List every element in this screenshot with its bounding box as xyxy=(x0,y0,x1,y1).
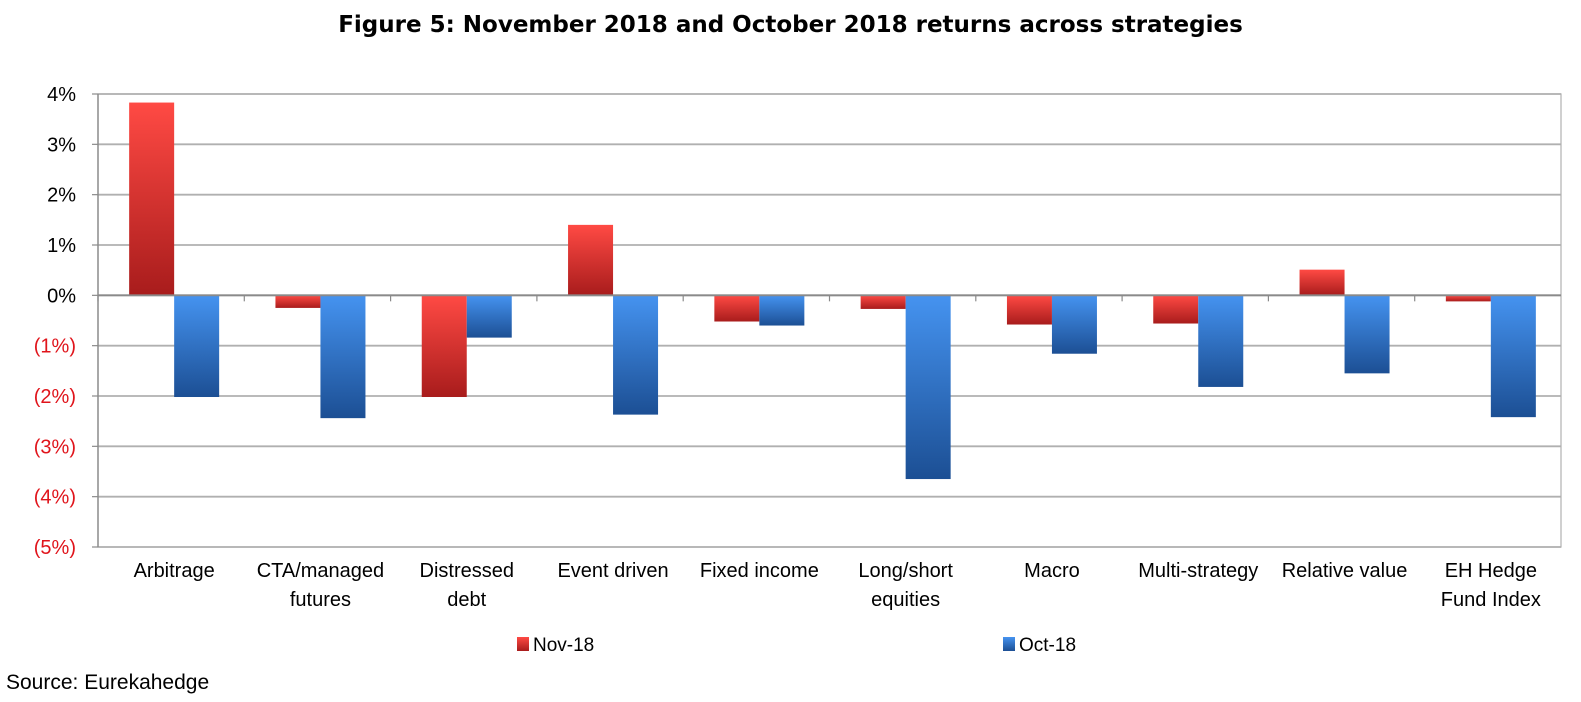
bar-nov-18 xyxy=(714,295,760,322)
bar-oct-18 xyxy=(905,295,951,480)
bar-oct-18 xyxy=(466,295,512,338)
gridlines xyxy=(97,93,1562,548)
x-tick-label-line: Event driven xyxy=(557,560,668,582)
x-tick-label-line: Fund Index xyxy=(1441,589,1541,611)
x-tick-label-line: Arbitrage xyxy=(134,560,215,582)
y-tick-label: (2%) xyxy=(34,386,76,408)
bar-nov-18 xyxy=(275,295,321,308)
y-tick-label: (3%) xyxy=(34,436,76,458)
x-tick-label: EH Hedge Fund Index xyxy=(1441,560,1541,611)
bar-nov-18 xyxy=(568,224,614,296)
x-tick-label-line: CTA/managed xyxy=(257,560,384,582)
x-tick-label-line: Multi-strategy xyxy=(1138,560,1258,582)
y-tick-label: (1%) xyxy=(34,336,76,358)
y-tick-label: (5%) xyxy=(34,537,76,559)
legend-label: Oct-18 xyxy=(1019,635,1076,656)
bar-nov-18 xyxy=(1299,269,1345,296)
y-axis: 4% 3% 2% 1% 0% (1%) (2%) (3%) (4%) (5%) xyxy=(34,84,99,559)
bar-oct-18 xyxy=(1051,295,1097,354)
x-tick-label: CTA/managed futures xyxy=(257,560,384,611)
legend: Nov-18 Oct-18 xyxy=(517,635,1076,656)
x-tick-label-line: Relative value xyxy=(1282,560,1408,582)
bar-oct-18 xyxy=(320,295,366,419)
y-tick-label: 1% xyxy=(47,235,76,257)
x-tick-label: Event driven xyxy=(557,560,668,582)
bar-nov-18 xyxy=(129,102,175,296)
legend-label: Nov-18 xyxy=(533,635,594,656)
legend-swatch-nov-18 xyxy=(517,637,529,651)
x-tick-label: Fixed income xyxy=(700,560,819,582)
x-tick-label-line: equities xyxy=(871,589,940,611)
bar-oct-18 xyxy=(1198,295,1244,387)
x-tick-label-line: Distressed xyxy=(420,560,514,582)
x-tick-label-line: futures xyxy=(290,589,351,611)
bar-oct-18 xyxy=(1344,295,1390,374)
chart-title: Figure 5: November 2018 and October 2018… xyxy=(338,12,1243,38)
x-tick-label: Multi-strategy xyxy=(1138,560,1258,582)
bar-nov-18 xyxy=(1153,295,1199,324)
x-tick-label: Long/short equities xyxy=(858,560,953,611)
plot-area xyxy=(97,93,1562,548)
x-tick-label: Arbitrage xyxy=(134,560,215,582)
x-tick-label-line: EH Hedge xyxy=(1445,560,1537,582)
x-tick-label-line: Fixed income xyxy=(700,560,819,582)
bar-oct-18 xyxy=(1490,295,1536,418)
bar-oct-18 xyxy=(759,295,805,326)
x-tick-label: Relative value xyxy=(1282,560,1408,582)
y-tick-label: 0% xyxy=(47,285,76,307)
bar-nov-18 xyxy=(1006,295,1052,325)
bars xyxy=(97,102,1561,480)
bar-nov-18 xyxy=(860,295,906,309)
x-tick-label: Macro xyxy=(1024,560,1080,582)
legend-swatch-oct-18 xyxy=(1003,637,1015,651)
x-tick-label: Distressed debt xyxy=(420,560,514,611)
y-tick-label: 3% xyxy=(47,134,76,156)
x-tick-label-line: debt xyxy=(447,589,486,611)
bar-nov-18 xyxy=(1445,295,1491,302)
source-note: Source: Eurekahedge xyxy=(6,671,210,694)
x-tick-label-line: Macro xyxy=(1024,560,1080,582)
bar-oct-18 xyxy=(613,295,659,415)
x-tick-label-line: Long/short xyxy=(858,560,953,582)
y-tick-label: 2% xyxy=(47,185,76,207)
bar-oct-18 xyxy=(174,295,220,398)
y-tick-label: (4%) xyxy=(34,487,76,509)
y-tick-label: 4% xyxy=(47,84,76,106)
x-axis-labels: Arbitrage CTA/managed futures Distressed deb… xyxy=(134,560,1541,611)
bar-nov-18 xyxy=(421,295,467,398)
